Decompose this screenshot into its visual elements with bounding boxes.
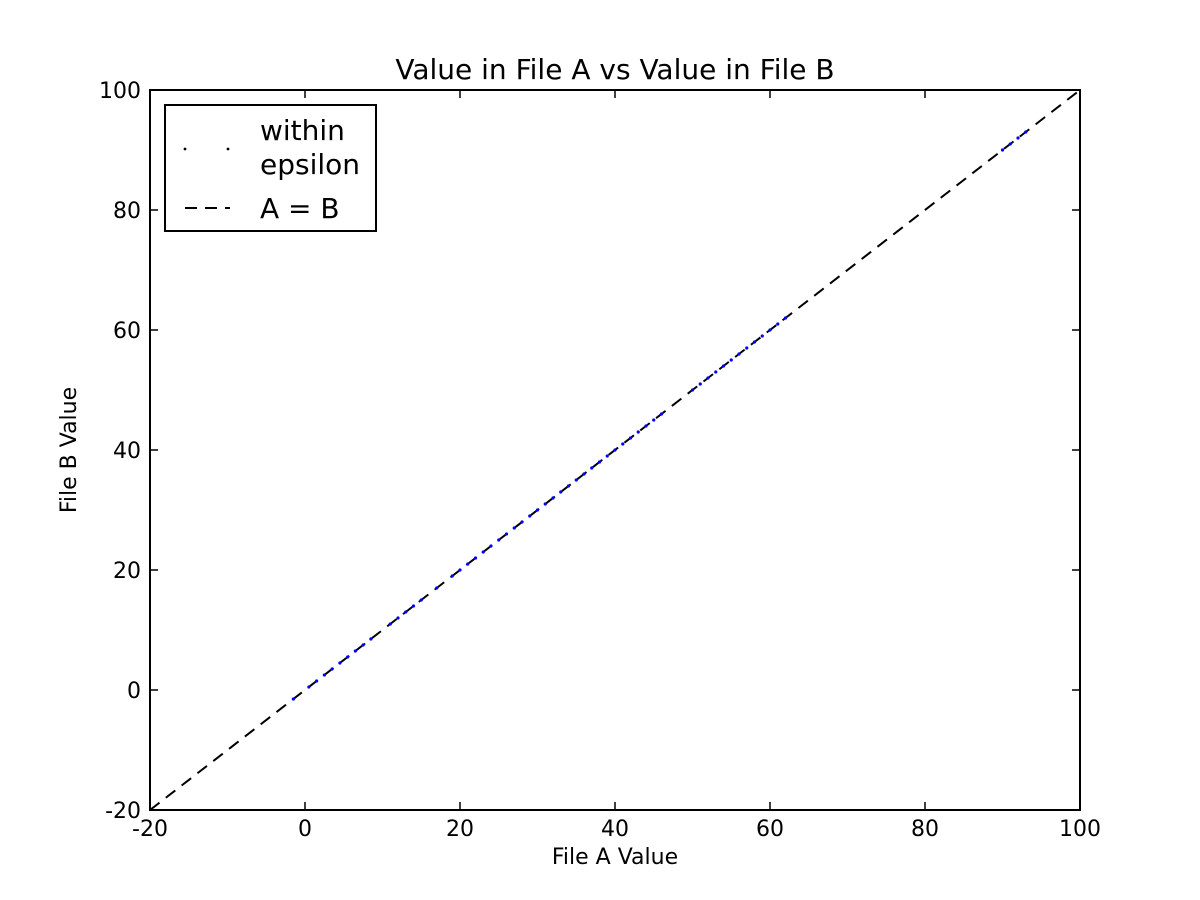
data-point <box>745 346 749 350</box>
x-tick-label: 80 <box>911 817 939 842</box>
data-point <box>644 424 648 428</box>
legend-label-line1: within <box>260 114 345 147</box>
data-point <box>1024 130 1028 134</box>
y-tick-label: 100 <box>99 79 141 104</box>
data-point <box>504 532 509 536</box>
data-point <box>346 655 350 659</box>
data-point <box>489 544 493 548</box>
data-point <box>330 667 334 671</box>
data-point <box>450 574 454 578</box>
y-tick-label: -20 <box>105 799 141 824</box>
plot-series <box>150 90 1080 810</box>
data-point <box>315 679 319 683</box>
data-point <box>582 472 586 476</box>
y-tick-label: 20 <box>113 559 141 584</box>
data-point <box>706 376 710 380</box>
data-point <box>721 364 726 368</box>
data-point <box>520 520 524 524</box>
x-axis-label: File A Value <box>552 845 678 870</box>
data-point <box>613 448 617 452</box>
y-axis-label: File B Value <box>57 387 82 513</box>
data-point <box>528 514 532 518</box>
data-point <box>698 382 702 386</box>
data-point <box>404 610 408 614</box>
legend-entry-a-equals-b: A = B <box>185 192 340 225</box>
chart-title: Value in File A vs Value in File B <box>395 53 834 86</box>
data-point <box>473 556 478 560</box>
data-point <box>605 454 609 458</box>
data-point <box>481 550 485 554</box>
data-point <box>590 466 594 470</box>
x-tick-label: -20 <box>132 817 168 842</box>
legend-entry-within-epsilon: within epsilon <box>183 114 360 181</box>
data-point <box>388 622 392 626</box>
data-point <box>551 496 555 500</box>
data-point <box>714 370 718 374</box>
x-tick-label: 60 <box>756 817 784 842</box>
data-point <box>361 643 365 647</box>
data-point <box>396 616 400 620</box>
data-point <box>353 649 357 653</box>
y-tick-label: 0 <box>127 679 141 704</box>
data-point <box>435 586 439 590</box>
data-point <box>1000 148 1005 152</box>
x-tick-label: 40 <box>601 817 629 842</box>
data-point <box>566 484 571 488</box>
data-point <box>574 478 578 482</box>
y-tick-label: 80 <box>113 199 141 224</box>
data-point <box>458 568 462 572</box>
data-point <box>776 322 780 326</box>
data-point <box>636 430 640 434</box>
data-point <box>621 442 625 446</box>
data-point <box>369 637 373 641</box>
legend-box <box>164 104 377 232</box>
y-tick-label: 40 <box>113 439 141 464</box>
data-point <box>760 334 764 338</box>
data-point <box>783 316 788 320</box>
x-tick-label: 20 <box>446 817 474 842</box>
data-point <box>338 661 342 665</box>
data-point <box>497 538 501 542</box>
data-point <box>559 490 563 494</box>
x-tick-label: 100 <box>1059 817 1101 842</box>
data-point <box>322 673 326 677</box>
data-point <box>690 388 695 392</box>
data-point <box>291 697 295 701</box>
data-point <box>729 358 733 362</box>
data-point <box>307 685 311 689</box>
data-point <box>411 604 416 608</box>
data-point <box>737 352 741 356</box>
data-point <box>543 502 547 506</box>
y-tick-label: 60 <box>113 319 141 344</box>
legend-marker-point <box>226 147 230 151</box>
data-point <box>652 418 656 422</box>
data-point <box>659 412 664 416</box>
x-tick-label: 0 <box>298 817 312 842</box>
legend-marker-point <box>183 147 187 151</box>
legend: within epsilon A = B <box>164 104 377 232</box>
data-point <box>628 436 633 440</box>
data-point <box>466 562 470 566</box>
data-point <box>535 508 540 512</box>
data-point <box>1008 142 1012 146</box>
data-point <box>752 340 757 344</box>
axis-ticks: -20 0 20 40 60 80 100 -20 0 20 40 60 80 100 <box>99 79 1101 842</box>
data-point <box>512 526 516 530</box>
legend-label-a-equals-b: A = B <box>260 192 340 225</box>
legend-label-line2: epsilon <box>260 148 360 181</box>
data-point <box>1016 136 1020 140</box>
data-point <box>768 328 772 332</box>
data-point <box>597 460 602 464</box>
data-point <box>419 598 423 602</box>
